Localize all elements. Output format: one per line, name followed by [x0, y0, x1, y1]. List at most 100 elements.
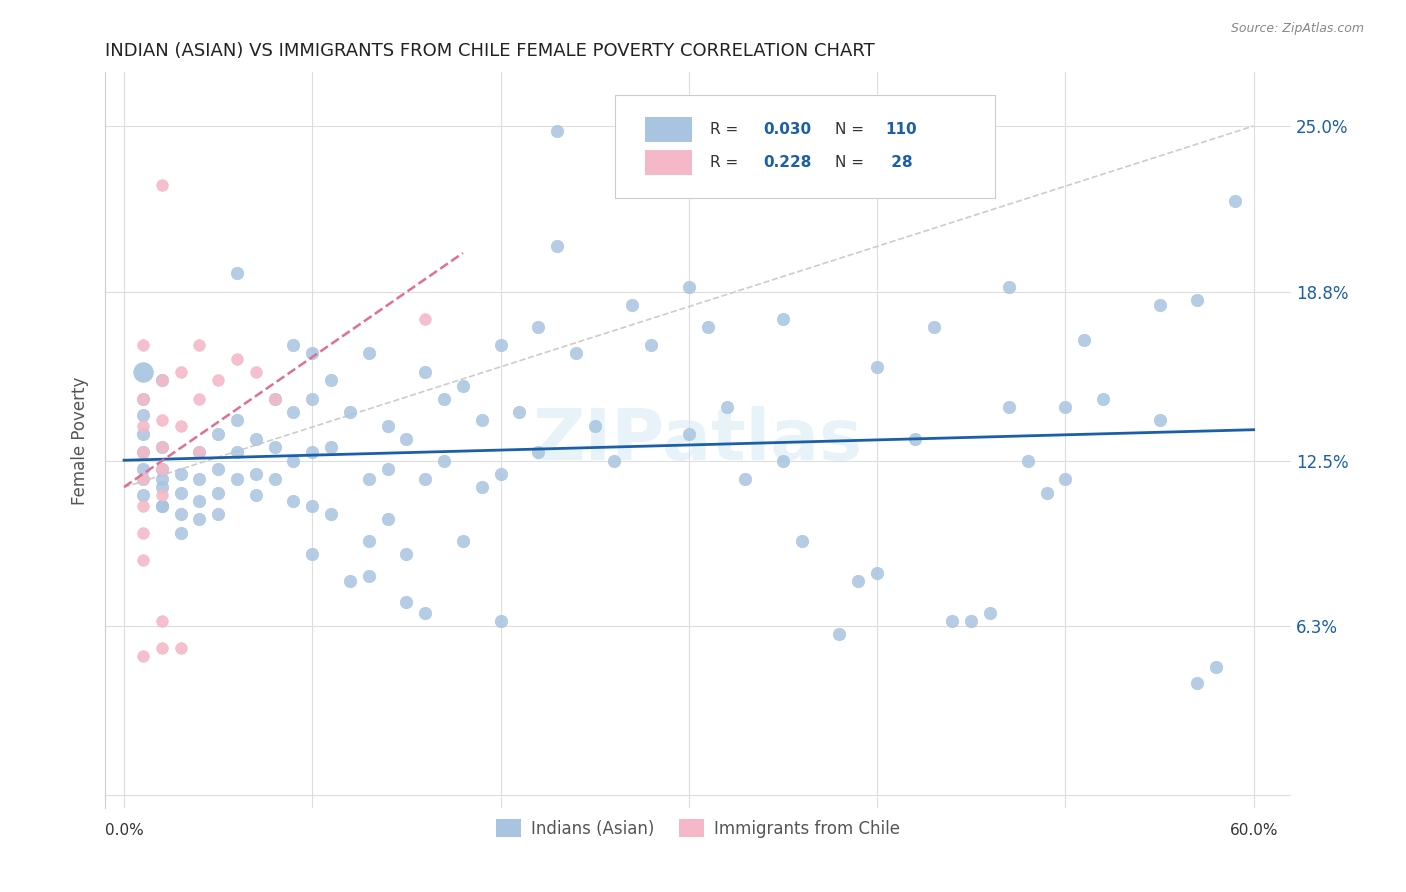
Point [301, 499, 323, 513]
Point [169, 365, 191, 379]
Point [132, 408, 155, 422]
Point [772, 311, 794, 326]
Point [357, 568, 380, 582]
Text: R =: R = [710, 122, 744, 137]
Point [226, 266, 249, 280]
Point [489, 338, 512, 352]
Point [301, 445, 323, 459]
Point [188, 338, 211, 352]
Point [226, 413, 249, 427]
Point [471, 480, 494, 494]
Point [527, 445, 550, 459]
Point [283, 493, 305, 508]
Point [132, 338, 155, 352]
Point [790, 533, 813, 548]
Point [132, 472, 155, 486]
Text: ZIPatlas: ZIPatlas [533, 406, 863, 475]
Point [301, 547, 323, 561]
Point [150, 472, 173, 486]
Point [1017, 453, 1039, 467]
Bar [645, 117, 692, 143]
Text: 28: 28 [886, 155, 912, 170]
Bar [645, 150, 692, 176]
Point [150, 640, 173, 655]
Point [546, 124, 568, 138]
Point [546, 239, 568, 253]
Point [132, 392, 155, 406]
Point [245, 365, 267, 379]
Point [169, 507, 191, 521]
Point [150, 499, 173, 513]
Point [150, 499, 173, 513]
Point [1185, 675, 1208, 690]
Point [188, 472, 211, 486]
Point [922, 319, 945, 334]
Point [621, 298, 644, 312]
Point [150, 440, 173, 454]
Point [1223, 194, 1246, 208]
Point [132, 426, 155, 441]
Point [413, 472, 436, 486]
Point [395, 547, 418, 561]
Point [413, 606, 436, 620]
Point [301, 392, 323, 406]
Point [451, 533, 474, 548]
Point [207, 485, 229, 500]
Point [207, 426, 229, 441]
Point [433, 392, 456, 406]
Point [998, 400, 1021, 414]
Point [169, 467, 191, 481]
Text: 60.0%: 60.0% [1229, 823, 1278, 838]
Point [413, 311, 436, 326]
Point [998, 279, 1021, 293]
Point [321, 373, 343, 387]
Point [226, 472, 249, 486]
Point [321, 507, 343, 521]
Point [527, 319, 550, 334]
Point [471, 413, 494, 427]
Point [678, 279, 700, 293]
Point [583, 418, 606, 433]
Point [132, 365, 155, 379]
Point [150, 178, 173, 192]
Point [150, 614, 173, 628]
Text: N =: N = [835, 122, 869, 137]
Point [1149, 413, 1171, 427]
Point [1185, 293, 1208, 307]
Point [150, 480, 173, 494]
Point [188, 493, 211, 508]
Point [433, 453, 456, 467]
Text: 110: 110 [886, 122, 917, 137]
Point [169, 418, 191, 433]
Text: 0.030: 0.030 [763, 122, 811, 137]
Text: INDIAN (ASIAN) VS IMMIGRANTS FROM CHILE FEMALE POVERTY CORRELATION CHART: INDIAN (ASIAN) VS IMMIGRANTS FROM CHILE … [105, 42, 875, 60]
Point [263, 392, 285, 406]
Text: N =: N = [835, 155, 869, 170]
Point [169, 640, 191, 655]
Point [451, 378, 474, 392]
Text: R =: R = [710, 155, 744, 170]
Point [245, 432, 267, 446]
Point [132, 648, 155, 663]
Point [150, 461, 173, 475]
Point [1092, 392, 1115, 406]
Point [941, 614, 963, 628]
Point [169, 485, 191, 500]
Point [283, 405, 305, 419]
Point [263, 440, 285, 454]
Point [283, 453, 305, 467]
Point [357, 533, 380, 548]
Point [132, 525, 155, 540]
Point [263, 392, 285, 406]
Point [377, 512, 399, 526]
Point [339, 405, 361, 419]
Point [1035, 485, 1057, 500]
Point [395, 595, 418, 609]
Point [640, 338, 662, 352]
Point [1054, 400, 1077, 414]
Point [678, 426, 700, 441]
Point [132, 445, 155, 459]
Point [489, 467, 512, 481]
Point [1149, 298, 1171, 312]
Point [150, 461, 173, 475]
